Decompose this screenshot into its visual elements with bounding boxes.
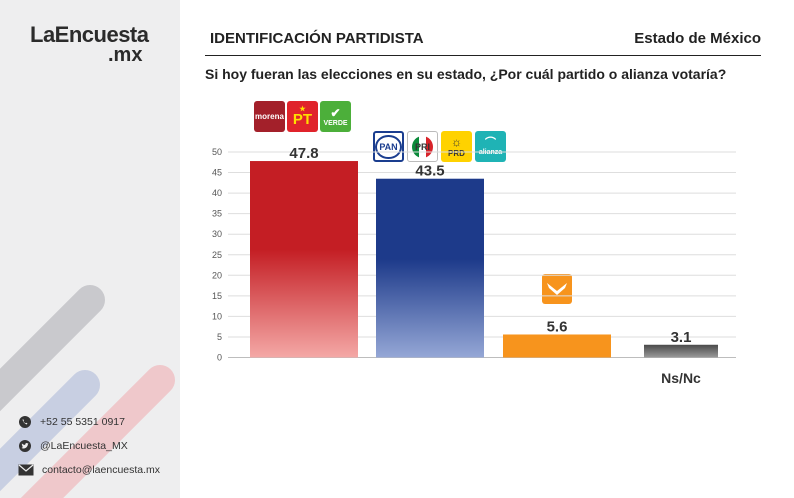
brand-name: LaEncuesta [30, 22, 149, 47]
prd-logo-text: PRD [448, 148, 465, 158]
y-tick-label-35: 35 [212, 209, 222, 219]
value-label-4: 3.1 [671, 329, 692, 346]
chart-grid: 0 5 10 15 20 25 30 35 40 45 50 [212, 147, 736, 363]
value-label-3: 5.6 [547, 318, 568, 335]
y-tick-label-45: 45 [212, 168, 222, 178]
morena-logo-text: morena [255, 112, 284, 121]
contact-email: contacto@laencuesta.mx [18, 458, 160, 482]
category-label-4: Ns/Nc [661, 370, 701, 386]
verde-logo: ✔ VERDE [320, 101, 351, 132]
value-label-2: 43.5 [415, 163, 444, 180]
morena-logo: morena [254, 101, 285, 132]
pri-logo-text: PRI [411, 135, 433, 158]
header-divider [205, 55, 761, 56]
bar-2 [376, 178, 484, 358]
contact-phone: +52 55 5351 0917 [18, 410, 160, 434]
email-text: contacto@laencuesta.mx [42, 464, 161, 476]
whatsapp-icon [19, 416, 31, 428]
y-tick-label-40: 40 [212, 188, 222, 198]
pri-logo: PRI [407, 131, 438, 162]
sidebar: LaEncuesta .mx +52 55 5351 0917 @LaEncue… [0, 0, 180, 498]
pt-star-icon: ★ [299, 105, 306, 113]
contact-list: +52 55 5351 0917 @LaEncuesta_MX contacto… [18, 410, 160, 482]
pan-logo: PAN [373, 131, 404, 162]
stripe-pink [20, 365, 175, 498]
swoosh-icon: ⌒ [485, 137, 496, 149]
prd-logo: ☼ PRD [441, 131, 472, 162]
y-tick-label-0: 0 [217, 353, 222, 363]
chart-bars [250, 161, 718, 358]
bar-3 [503, 334, 611, 358]
y-tick-label-20: 20 [212, 270, 222, 280]
nueva-alianza-logo: ⌒ alianza [475, 131, 506, 162]
twitter-text: @LaEncuesta_MX [40, 440, 128, 452]
sun-icon: ☼ [451, 134, 462, 149]
survey-question: Si hoy fueran las elecciones en su estad… [205, 66, 727, 82]
region-label: Estado de México [634, 30, 761, 47]
stripe-grey [0, 285, 105, 412]
eagle-icon [547, 283, 567, 295]
y-tick-label-10: 10 [212, 311, 222, 321]
toucan-icon: ✔ [330, 106, 341, 120]
brand-tld: .mx [108, 44, 143, 66]
movimiento-ciudadano-logo [542, 274, 572, 304]
pt-logo-text: PT [292, 110, 313, 128]
verde-logo-text: VERDE [323, 120, 348, 127]
pt-logo: ★ PT [287, 101, 318, 132]
pan-logo-text: PAN [375, 134, 402, 159]
contact-twitter: @LaEncuesta_MX [18, 434, 160, 458]
alianza-logo-text: alianza [478, 149, 503, 156]
bar-1 [250, 161, 358, 358]
mail-icon [18, 464, 34, 476]
brand-logo: LaEncuesta .mx [30, 22, 149, 66]
chart-labels: 47.8 43.5 5.6 3.1 Ns/Nc [289, 145, 701, 386]
page-title: IDENTIFICACIÓN PARTIDISTA [210, 30, 424, 47]
y-tick-label-50: 50 [212, 147, 222, 157]
twitter-icon [19, 440, 31, 452]
value-label-1: 47.8 [289, 145, 318, 162]
y-tick-label-5: 5 [217, 332, 222, 342]
y-tick-label-15: 15 [212, 291, 222, 301]
phone-text: +52 55 5351 0917 [40, 416, 125, 428]
y-tick-label-30: 30 [212, 229, 222, 239]
y-tick-label-25: 25 [212, 250, 222, 260]
bar-4 [644, 344, 718, 358]
